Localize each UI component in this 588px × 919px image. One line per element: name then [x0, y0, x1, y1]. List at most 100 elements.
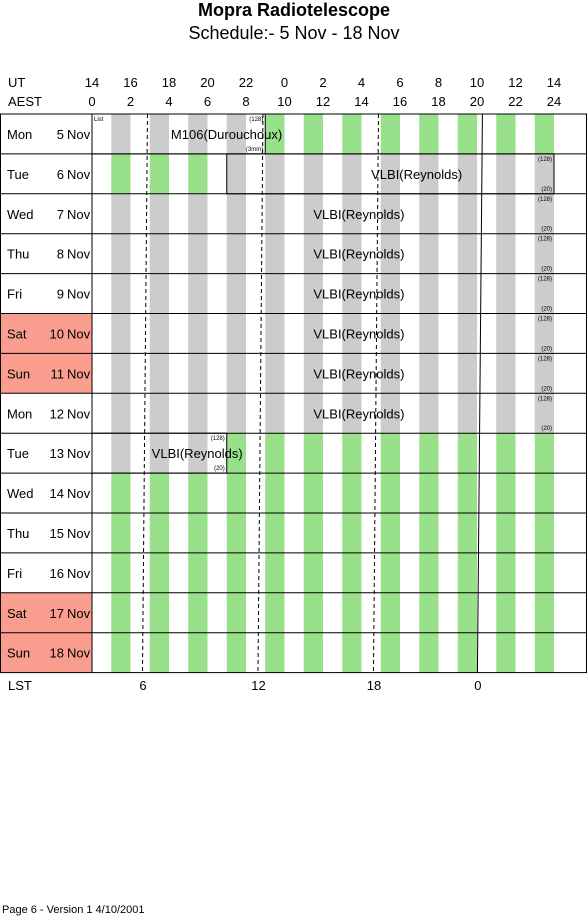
- aest-hour-label: 24: [546, 94, 562, 109]
- gray-stripe: [265, 273, 285, 314]
- gray-stripe: [380, 193, 400, 234]
- ut-hour-label: 16: [123, 75, 138, 90]
- green-stripe: [111, 552, 131, 593]
- gray-stripe: [149, 193, 169, 234]
- green-stripe: [496, 473, 516, 513]
- gray-stripe: [303, 153, 323, 194]
- gray-stripe: [457, 193, 477, 234]
- green-stripe: [457, 552, 477, 593]
- green-stripe: [534, 632, 554, 673]
- gray-stripe: [342, 393, 362, 434]
- gray-stripe: [188, 313, 208, 354]
- gray-stripe: [457, 313, 477, 354]
- gray-stripe: [534, 273, 554, 314]
- green-stripe: [496, 552, 516, 593]
- green-stripe: [149, 513, 169, 553]
- ut-hour-label: 4: [357, 75, 366, 90]
- green-stripe: [149, 473, 169, 513]
- block-label: VLBI(Reynolds): [313, 247, 404, 262]
- gray-stripe: [457, 353, 477, 394]
- aest-hour-label: 0: [88, 94, 96, 109]
- aest-hour-label: 2: [126, 94, 135, 109]
- green-stripe: [226, 473, 246, 513]
- green-stripe: [226, 552, 246, 593]
- gray-stripe: [111, 353, 131, 394]
- green-stripe: [380, 513, 400, 553]
- green-stripe: [265, 632, 285, 673]
- gray-stripe: [380, 393, 400, 434]
- gray-stripe: [188, 353, 208, 394]
- gray-stripe: [303, 193, 323, 234]
- green-stripe: [111, 592, 131, 633]
- green-stripe: [111, 473, 131, 513]
- gray-stripe: [342, 153, 362, 194]
- gray-stripe: [265, 153, 285, 194]
- block-top-tag: (128): [538, 396, 552, 402]
- green-stripe: [380, 433, 400, 474]
- gray-stripe: [534, 313, 554, 354]
- green-stripe: [342, 592, 362, 633]
- gray-stripe: [534, 193, 554, 234]
- aest-hour-label: 6: [203, 94, 212, 109]
- green-stripe: [342, 552, 362, 593]
- gray-stripe: [380, 353, 400, 394]
- gray-stripe: [419, 273, 439, 314]
- day-of-week: Fri: [7, 287, 22, 302]
- gray-stripe: [342, 233, 362, 274]
- gray-stripe: [342, 273, 362, 314]
- day-date: 16: [50, 566, 64, 581]
- gray-stripe: [496, 353, 516, 394]
- block-bottom-tag: (20): [541, 267, 552, 273]
- day-of-week: Sun: [7, 646, 30, 661]
- gray-stripe: [457, 393, 477, 434]
- gray-stripe: [303, 273, 323, 314]
- day-date: 5: [57, 127, 64, 142]
- ut-hour-label: 8: [434, 75, 443, 90]
- green-stripe: [188, 592, 208, 633]
- gray-stripe: [496, 393, 516, 434]
- green-stripe: [265, 552, 285, 593]
- block-list-tag: List: [94, 117, 104, 123]
- day-month: Nov: [67, 326, 91, 341]
- ut-hour-label: 18: [161, 75, 177, 90]
- day-of-week: Sat: [7, 606, 27, 621]
- page-title: Mopra Radiotelescope: [197, 0, 391, 20]
- block-bottom-tag: (20): [541, 346, 552, 352]
- gray-stripe: [496, 153, 516, 194]
- gray-stripe: [226, 153, 246, 194]
- gray-stripe: [265, 353, 285, 394]
- gray-stripe: [226, 313, 246, 354]
- green-stripe: [342, 632, 362, 673]
- green-stripe: [265, 473, 285, 513]
- gray-stripe: [226, 273, 246, 314]
- block-bottom-tag: (3mm): [246, 147, 263, 153]
- aest-hour-label: 8: [242, 94, 250, 109]
- green-stripe: [265, 433, 285, 474]
- gray-stripe: [419, 193, 439, 234]
- day-month: Nov: [67, 127, 91, 142]
- gray-stripe: [188, 114, 208, 154]
- block-top-tag: (128): [538, 277, 552, 283]
- green-stripe: [496, 513, 516, 553]
- weekend-day-cell: [1, 353, 92, 394]
- block-top-tag: (128): [538, 197, 552, 203]
- gray-stripe: [303, 393, 323, 434]
- day-of-week: Fri: [7, 566, 22, 581]
- day-of-week: Tue: [7, 167, 29, 182]
- gray-stripe: [149, 273, 169, 314]
- block-label: VLBI(Reynolds): [313, 366, 404, 381]
- ut-label: UT: [8, 75, 26, 90]
- block-bottom-tag: (20): [541, 187, 552, 193]
- day-of-week: Wed: [7, 207, 34, 222]
- day-month: Nov: [67, 526, 91, 541]
- aest-hour-label: 20: [469, 94, 485, 109]
- gray-stripe: [188, 393, 208, 434]
- gray-stripe: [188, 233, 208, 274]
- gray-stripe: [111, 433, 131, 474]
- green-stripe: [419, 592, 439, 633]
- green-stripe: [380, 473, 400, 513]
- day-date: 9: [57, 287, 64, 302]
- green-stripe: [534, 433, 554, 474]
- green-stripe: [149, 592, 169, 633]
